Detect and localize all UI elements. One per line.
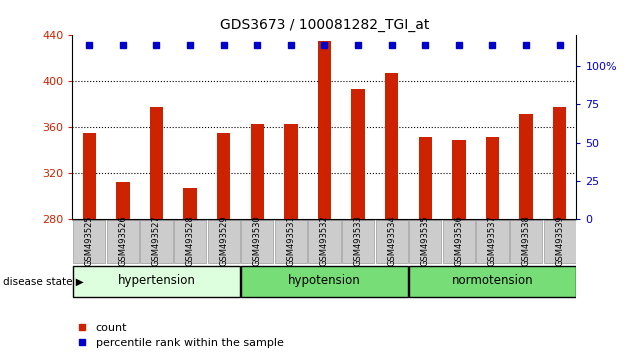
Title: GDS3673 / 100081282_TGI_at: GDS3673 / 100081282_TGI_at [220, 18, 429, 32]
Text: GSM493527: GSM493527 [152, 215, 161, 266]
Bar [251, 124, 264, 219]
FancyBboxPatch shape [409, 220, 442, 263]
FancyBboxPatch shape [510, 220, 542, 263]
Text: GSM493529: GSM493529 [219, 215, 228, 266]
Text: normotension: normotension [452, 274, 533, 287]
Text: GSM493534: GSM493534 [387, 215, 396, 266]
Text: GSM493538: GSM493538 [522, 215, 530, 266]
Text: GSM493535: GSM493535 [421, 215, 430, 266]
FancyBboxPatch shape [308, 220, 341, 263]
Text: hypertension: hypertension [118, 274, 195, 287]
FancyBboxPatch shape [207, 220, 240, 263]
FancyBboxPatch shape [476, 220, 508, 263]
Text: hypotension: hypotension [288, 274, 361, 287]
FancyBboxPatch shape [409, 266, 576, 297]
Text: GSM493537: GSM493537 [488, 215, 497, 266]
Bar [519, 114, 533, 219]
FancyBboxPatch shape [544, 220, 576, 263]
Text: GSM493528: GSM493528 [186, 215, 195, 266]
Legend: count, percentile rank within the sample: count, percentile rank within the sample [78, 322, 284, 348]
Bar [452, 140, 466, 219]
FancyBboxPatch shape [241, 220, 273, 263]
Bar [183, 188, 197, 219]
Bar [486, 137, 499, 219]
FancyBboxPatch shape [106, 220, 139, 263]
Bar [83, 133, 96, 219]
FancyBboxPatch shape [73, 266, 240, 297]
FancyBboxPatch shape [73, 220, 105, 263]
Bar [217, 133, 231, 219]
Text: GSM493532: GSM493532 [320, 215, 329, 266]
Bar [318, 41, 331, 219]
Text: GSM493533: GSM493533 [353, 215, 362, 266]
Text: GSM493525: GSM493525 [85, 215, 94, 266]
Text: GSM493526: GSM493526 [118, 215, 127, 266]
FancyBboxPatch shape [375, 220, 408, 263]
Bar [418, 137, 432, 219]
FancyBboxPatch shape [342, 220, 374, 263]
FancyBboxPatch shape [174, 220, 206, 263]
Text: GSM493531: GSM493531 [287, 215, 295, 266]
Text: GSM493536: GSM493536 [454, 215, 463, 266]
Text: GSM493530: GSM493530 [253, 215, 261, 266]
Bar [352, 90, 365, 219]
Bar [385, 73, 398, 219]
FancyBboxPatch shape [275, 220, 307, 263]
Bar [116, 182, 130, 219]
Bar [553, 107, 566, 219]
FancyBboxPatch shape [241, 266, 408, 297]
FancyBboxPatch shape [443, 220, 475, 263]
Bar [284, 124, 297, 219]
Text: disease state ▶: disease state ▶ [3, 276, 84, 286]
FancyBboxPatch shape [140, 220, 173, 263]
Text: GSM493539: GSM493539 [555, 215, 564, 266]
Bar [150, 107, 163, 219]
